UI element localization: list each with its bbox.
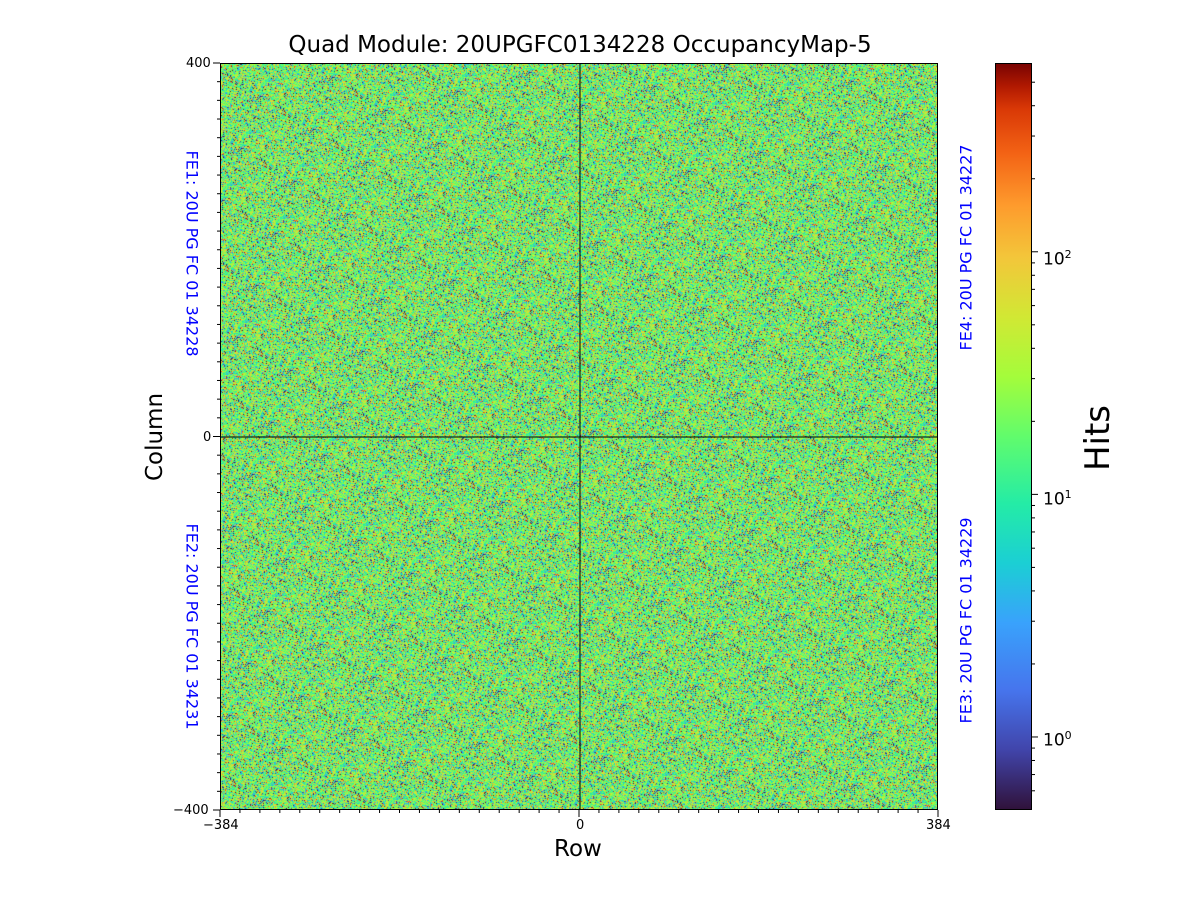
colorbar-title: Hits [1078,404,1118,472]
y-tick-label-bottom: −400 [173,803,209,818]
y-tick-label-top: 400 [186,56,211,71]
colorbar [995,63,1032,810]
cb-tick-exp-1: 0 [1064,729,1072,742]
tick-marks [213,62,939,817]
cb-tick-exp-10: 1 [1064,488,1072,501]
chart-title: Quad Module: 20UPGFC0134228 OccupancyMap… [288,32,872,58]
colorbar-tick-label-10: 101 [1043,488,1072,510]
colorbar-tick-label-1: 100 [1043,729,1072,751]
x-axis-title: Row [554,836,602,862]
cb-tick-exp-100: 2 [1064,248,1072,261]
y-tick-label-middle: 0 [203,430,212,445]
cb-tick-base-1: 10 [1043,730,1065,751]
colorbar-tick-marks [1032,81,1038,792]
x-tick-label-middle: 0 [576,818,585,833]
colorbar-tick-label-100: 102 [1043,248,1072,270]
cb-tick-base-10: 10 [1043,489,1065,510]
x-tick-label-right: 384 [926,818,951,833]
x-tick-label-left: −384 [203,818,239,833]
cb-tick-base-100: 10 [1043,249,1065,270]
